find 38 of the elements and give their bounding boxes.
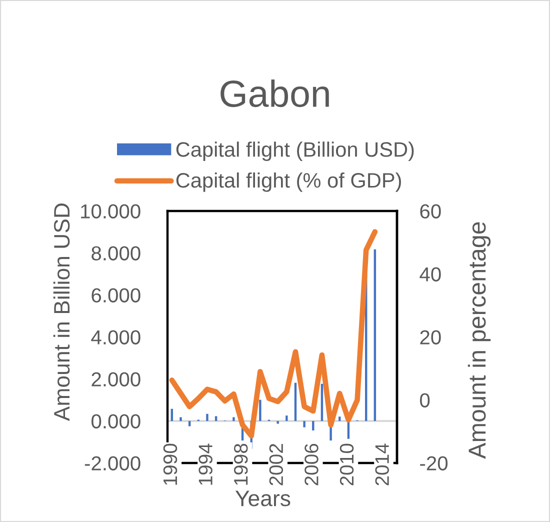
y-tick-label: 6.000 [92,288,140,302]
y2-tick-label: -20 [420,456,448,470]
bar [206,414,208,421]
y-tick-label: 10.000 [81,204,140,218]
y2-tick-label: 20 [420,330,441,344]
x-tick-label: 2002 [269,444,284,486]
bar [320,384,324,421]
bar [214,416,218,421]
legend-label: Capital flight (% of GDP) [176,172,401,192]
x-tick-label: 2014 [375,444,389,486]
chart-title: Gabon [220,80,329,108]
y-tick-label: 4.000 [91,330,140,344]
bar [276,421,279,424]
y-tick-label: 0.000 [92,414,140,428]
bar [303,421,306,428]
bar [286,416,288,421]
y2-tick-label: 40 [420,267,441,282]
x-tick-label: 1998 [234,444,248,485]
x-tick-label: 1994 [198,444,212,485]
x-axis-title: Years [235,490,290,506]
x-tick-label: 2010 [340,444,354,486]
bar [259,400,262,421]
bar [374,249,376,421]
bar [180,417,182,421]
y-tick-label: 2.000 [92,372,140,386]
bar [232,417,235,421]
y2-tick-label: 60 [420,204,441,218]
y-axis-title: Amount in Billion USD [53,204,70,422]
y-tick-label: -2.000 [84,456,140,470]
x-tick-label: 1990 [163,444,178,485]
y2-axis-title: Amount in percentage [468,222,491,459]
bar [312,421,314,430]
legend-label: Capital flight (Billion USD) [176,142,414,162]
bar [294,382,297,421]
bar [338,416,341,421]
y-tick-label: 8.000 [92,246,140,260]
y2-tick-label: 0 [420,393,430,408]
x-tick-label: 2006 [304,444,318,486]
